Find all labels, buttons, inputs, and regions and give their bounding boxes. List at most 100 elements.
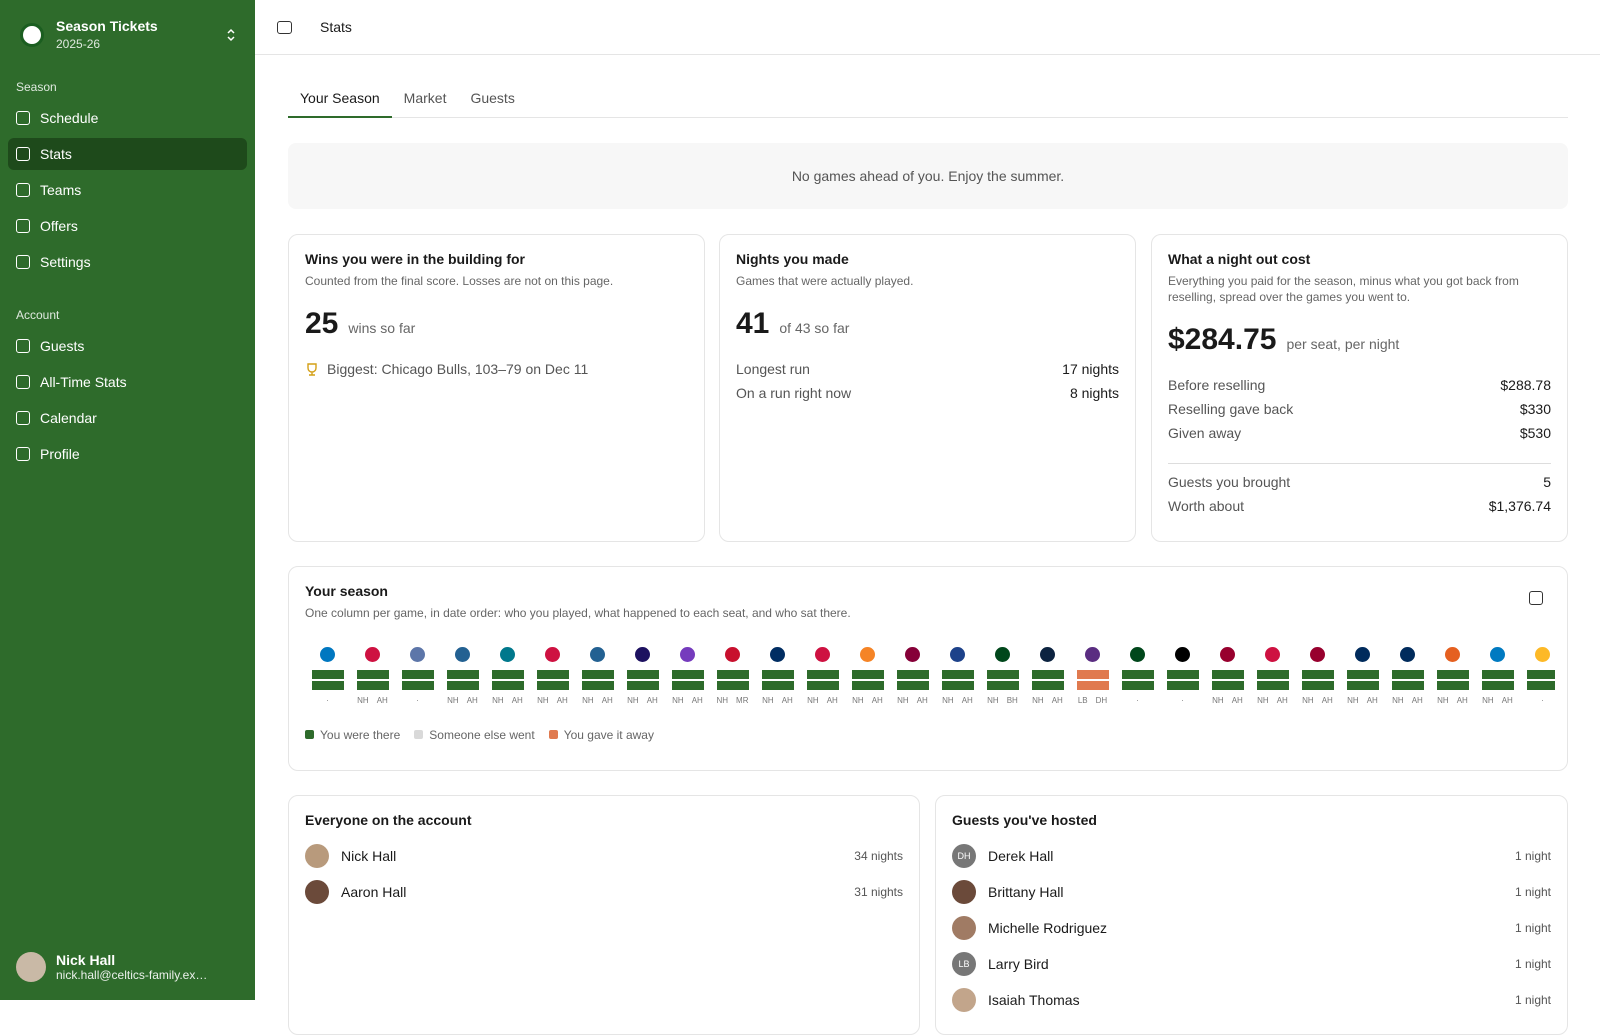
chevron — [227, 28, 235, 41]
seat-label: AH — [871, 696, 883, 705]
legend-item: You gave it away — [548, 728, 654, 742]
nav-item[interactable]: Calendar — [8, 402, 247, 434]
nav-item[interactable]: Schedule — [8, 102, 247, 134]
seat-bar — [1436, 670, 1469, 679]
seat-labels: NH AH — [1212, 696, 1243, 706]
seat-bar — [1481, 670, 1514, 679]
seat-labels: NH AH — [672, 696, 703, 706]
seats — [941, 668, 974, 690]
table-view-button[interactable] — [1529, 591, 1543, 605]
row-value: 5 — [1543, 474, 1551, 490]
game-column: NH AH — [1205, 647, 1250, 706]
avatar — [305, 880, 329, 904]
stat-row: Given away $530 — [1168, 425, 1551, 441]
seats — [1346, 668, 1379, 690]
person-nights: 34 nights — [854, 849, 903, 863]
user-name: Nick Hall — [56, 952, 116, 968]
seat-label: MR — [736, 696, 749, 705]
nav-item[interactable]: Guests — [8, 330, 247, 362]
nav-item[interactable]: Offers — [8, 210, 247, 242]
row-label: Longest run — [736, 361, 810, 377]
tab[interactable]: Market — [403, 90, 447, 106]
row-label: Reselling gave back — [1168, 401, 1294, 417]
seat-labels: NH AH — [762, 696, 793, 706]
nav-item[interactable]: Profile — [8, 438, 247, 470]
seat-label: NH — [582, 696, 594, 705]
person-row: Brittany Hall 1 night — [952, 880, 1551, 904]
seat-label: NH — [357, 696, 369, 705]
row-value: 17 nights — [1062, 361, 1119, 377]
avatar — [952, 988, 976, 1012]
card-subtitle: Counted from the final score. Losses are… — [305, 274, 614, 288]
row-value: $288.78 — [1500, 377, 1551, 393]
game-column: NH AH — [845, 647, 890, 706]
game-column: · — [395, 647, 440, 706]
stat-row: Longest run 17 nights — [736, 361, 1119, 377]
avatar — [305, 844, 329, 868]
sidebar-toggle[interactable] — [277, 20, 292, 34]
nav-icon — [16, 147, 30, 161]
card-title: Wins you were in the building for — [305, 251, 525, 267]
seats — [716, 668, 749, 690]
card-subtitle: Games that were actually played. — [736, 274, 914, 288]
nav-item[interactable]: All-Time Stats — [8, 366, 247, 398]
nav-icon — [16, 447, 30, 461]
seat-label: NH — [1302, 696, 1314, 705]
seat-bar — [806, 670, 839, 679]
seat-labels: · — [1136, 696, 1139, 706]
team-logo — [950, 647, 965, 662]
season-card: Your season One column per game, in date… — [288, 566, 1568, 771]
game-column: · — [1115, 647, 1160, 706]
seat-bar — [491, 670, 524, 679]
seat-labels: · — [1181, 696, 1184, 706]
seat-label: NH — [762, 696, 774, 705]
seat-bar — [1256, 681, 1289, 690]
row-label: On a run right now — [736, 385, 852, 401]
trophy-icon — [307, 363, 317, 376]
seat-labels: NH AH — [582, 696, 613, 706]
seat-label: NH — [492, 696, 504, 705]
team-logo — [410, 647, 425, 662]
avatar — [952, 916, 976, 940]
team-switcher[interactable]: Season Tickets 2025-26 — [20, 18, 235, 51]
stat: 41 of 43 so far — [736, 307, 1119, 341]
seat-label: · — [416, 696, 419, 705]
tab[interactable]: Guests — [470, 90, 515, 106]
seat-label: AH — [1051, 696, 1063, 705]
game-column: NH AH — [1385, 647, 1430, 706]
person-name: Brittany Hall — [988, 884, 1064, 900]
nav-item[interactable]: Settings — [8, 246, 247, 278]
stat: 25 wins so far — [305, 307, 688, 341]
seat-labels: NH AH — [447, 696, 478, 706]
seat-label: AH — [916, 696, 928, 705]
row-label: Before reselling — [1168, 377, 1266, 393]
seat-label: AH — [556, 696, 568, 705]
legend-item: You were there — [305, 728, 400, 742]
row-value: $1,376.74 — [1488, 498, 1551, 514]
user-menu[interactable]: Nick Hall nick.hall@celtics-family.ex… — [16, 952, 241, 982]
seat-labels: · — [326, 696, 329, 706]
stat: $284.75 per seat, per night — [1168, 323, 1551, 357]
seat-bar — [986, 670, 1019, 679]
person-row: DH Derek Hall 1 night — [952, 844, 1551, 868]
legend-label: You were there — [320, 728, 401, 742]
seat-label: NH — [807, 696, 819, 705]
seat-label: AH — [1276, 696, 1288, 705]
seats — [1391, 668, 1424, 690]
nav-icon — [16, 183, 30, 197]
seat-bar — [1076, 681, 1109, 690]
initials-avatar: LB — [952, 952, 976, 976]
tab[interactable]: Your Season — [288, 84, 392, 118]
nav-item[interactable]: Teams — [8, 174, 247, 206]
wins-card: Wins you were in the building for Counte… — [288, 234, 705, 542]
nav-label: Teams — [40, 182, 82, 198]
legend-label: You gave it away — [563, 728, 654, 742]
nav-section-title: Season — [16, 80, 57, 94]
nav-item[interactable]: Stats — [8, 138, 247, 170]
game-column: NH AH — [1475, 647, 1520, 706]
team-logo — [815, 647, 830, 662]
seat-bar — [941, 681, 974, 690]
seat-label: NH — [672, 696, 684, 705]
game-column: NH AH — [1430, 647, 1475, 706]
team-text: Season Tickets 2025-26 — [56, 18, 158, 51]
